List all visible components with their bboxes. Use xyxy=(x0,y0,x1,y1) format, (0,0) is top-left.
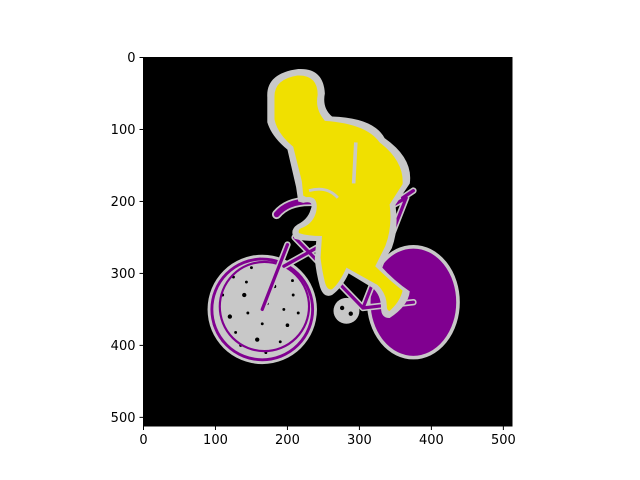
y-tick-label: 300 xyxy=(111,267,136,282)
y-tick-label: 100 xyxy=(111,123,136,138)
chainring xyxy=(333,297,360,324)
y-axis: 0 100 200 300 400 500 xyxy=(111,51,144,426)
axes-frame xyxy=(143,57,513,427)
y-tick-label: 0 xyxy=(127,51,135,66)
rider xyxy=(267,68,411,319)
x-tick-label: 200 xyxy=(275,433,300,448)
x-tick-label: 300 xyxy=(347,433,372,448)
x-tick-label: 500 xyxy=(491,433,516,448)
y-tick-label: 500 xyxy=(111,411,136,426)
segmentation-image xyxy=(143,57,512,426)
y-tick-label: 400 xyxy=(111,339,136,354)
x-tick-label: 100 xyxy=(203,433,228,448)
x-tick-label: 0 xyxy=(139,433,147,448)
x-tick-label: 400 xyxy=(419,433,444,448)
y-tick-label: 200 xyxy=(111,195,136,210)
x-axis: 0 100 200 300 400 500 xyxy=(139,426,516,448)
